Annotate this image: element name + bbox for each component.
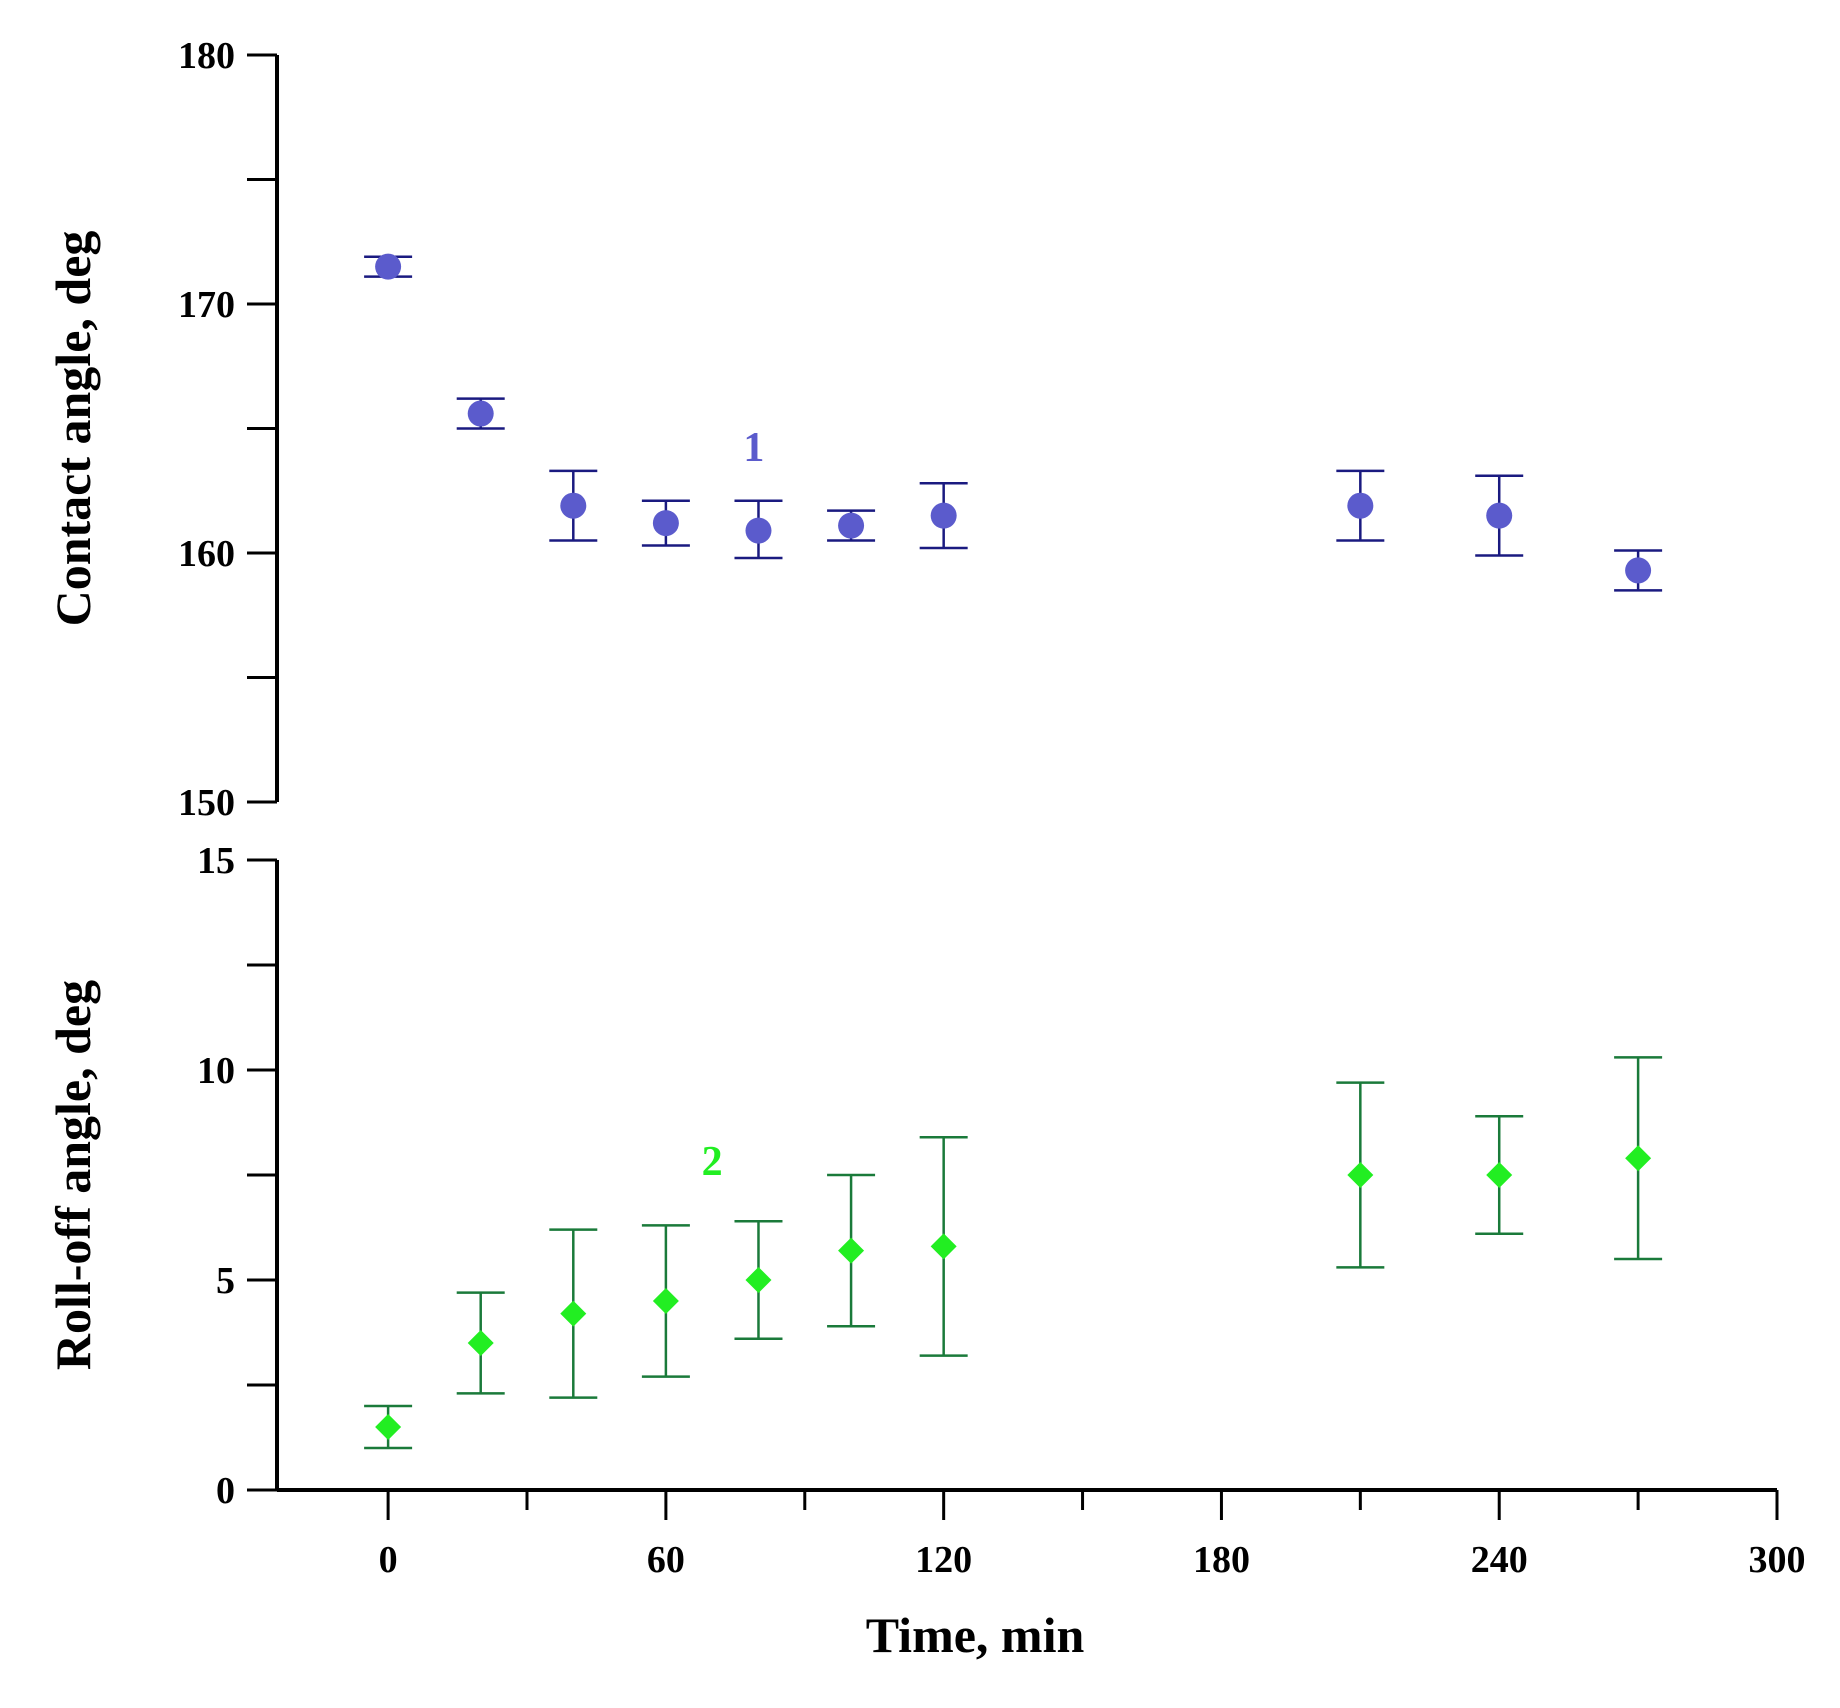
bottom-y-tick-label: 5 [216, 1260, 235, 1302]
data-point [1625, 1145, 1652, 1172]
bottom-y-tick-label: 10 [197, 1050, 235, 1092]
x-axis: 0 60 120 180 240 300 [277, 1488, 1806, 1581]
data-point [1347, 492, 1374, 519]
data-point [1347, 1162, 1374, 1188]
x-tick-label: 300 [1749, 1539, 1806, 1581]
contact-angle-panel: 150 160 170 180 Contact angle, deg 1 [45, 35, 1663, 824]
x-tick-label: 120 [915, 1539, 972, 1581]
x-tick-label: 0 [379, 1539, 398, 1581]
x-tick-label: 180 [1193, 1539, 1250, 1581]
bottom-y-tick-label: 0 [216, 1470, 235, 1512]
top-y-tick-label: 180 [178, 35, 235, 77]
top-y-tick-label: 170 [178, 284, 235, 326]
top-y-tick-label: 160 [178, 533, 235, 575]
bottom-y-tick-label: 15 [197, 840, 235, 882]
roll-off-angle-panel: 0 5 10 15 Roll-off angle, deg 2 [45, 840, 1663, 1512]
bottom-y-axis-label: Roll-off angle, deg [45, 980, 101, 1370]
data-point [375, 1414, 402, 1440]
data-point [1486, 502, 1513, 529]
data-point [652, 1288, 679, 1314]
data-point [930, 502, 957, 529]
data-point [467, 400, 494, 427]
data-point [652, 510, 679, 537]
data-point [745, 517, 772, 544]
top-y-axis-label: Contact angle, deg [45, 231, 101, 627]
data-point [1486, 1162, 1513, 1188]
top-y-tick-label: 150 [178, 782, 235, 824]
x-axis-label: Time, min [866, 1607, 1085, 1663]
x-tick-label: 240 [1471, 1539, 1528, 1581]
data-point [745, 1267, 772, 1293]
data-point [1625, 557, 1652, 584]
data-point [375, 253, 402, 280]
series-label-2: 2 [702, 1139, 723, 1185]
data-point [467, 1330, 494, 1356]
data-point [560, 1300, 587, 1327]
data-point [838, 1237, 865, 1264]
data-point [838, 512, 865, 539]
series-label-1: 1 [743, 425, 764, 471]
data-point [930, 1233, 957, 1260]
data-point [560, 492, 587, 519]
x-tick-label: 60 [647, 1539, 685, 1581]
